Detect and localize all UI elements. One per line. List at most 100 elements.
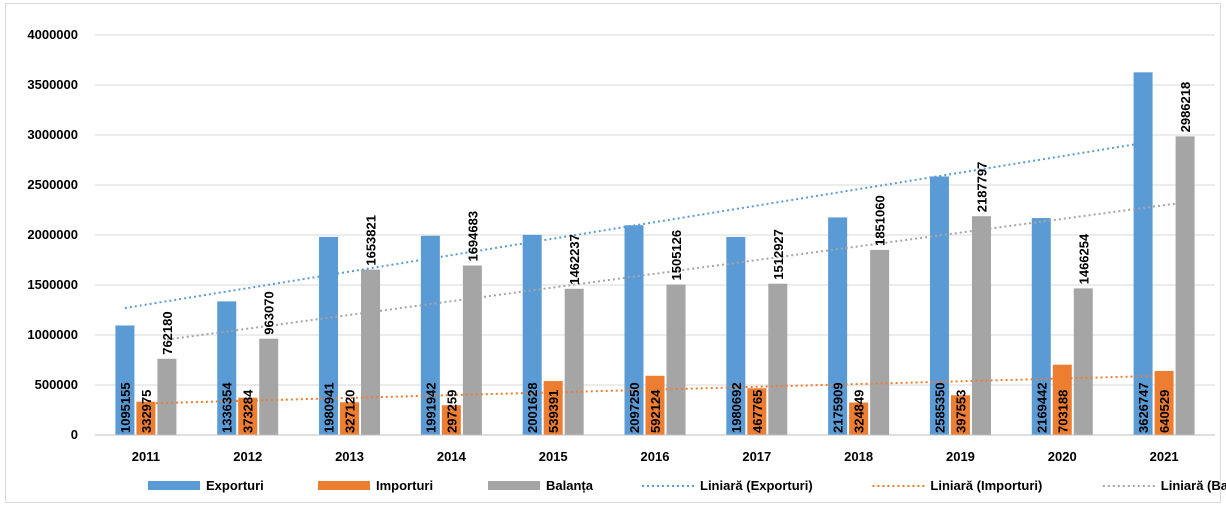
data-label-exporturi: 3626747: [1136, 382, 1151, 433]
x-tick-label: 2020: [1048, 449, 1077, 464]
data-label-balanța: 1505126: [669, 230, 684, 281]
data-label-balanța: 2187797: [974, 162, 989, 213]
data-label-balanța: 762180: [160, 311, 175, 354]
y-tick-label: 1000000: [27, 327, 78, 342]
data-label-importuri: 703188: [1055, 390, 1070, 433]
y-axis: 0 500000 1000000 1500000 2000000 2500000 30000…: [27, 27, 78, 442]
data-label-exporturi: 1980692: [729, 382, 744, 433]
data-label-balanța: 963070: [262, 291, 277, 334]
legend-label: Importuri: [376, 478, 433, 493]
data-label-balanța: 1466254: [1076, 233, 1091, 284]
x-tick-label: 2021: [1150, 449, 1179, 464]
x-axis: 2011 2012 2013 2014 2015 2016 2017 2018 2019 2020…: [95, 434, 1215, 464]
bar-balanța: [870, 249, 890, 435]
bar-exporturi: [1031, 218, 1051, 435]
y-tick-label: 3000000: [27, 127, 78, 142]
trendline-exporturi: [124, 142, 1144, 310]
bar-importuri: [747, 388, 767, 435]
bar-balanța: [564, 288, 584, 435]
bar-importuri: [849, 402, 869, 435]
data-label-importuri: 324849: [852, 390, 867, 433]
bar-exporturi: [1133, 72, 1153, 435]
bar-importuri: [543, 381, 563, 435]
data-label-importuri: 467765: [750, 390, 765, 433]
x-tick-label: 2018: [844, 449, 873, 464]
bar-balanța: [768, 283, 788, 435]
data-label-importuri: 373284: [241, 389, 256, 433]
data-label-exporturi: 1980941: [322, 382, 337, 433]
data-label-balanța: 2986218: [1178, 82, 1193, 133]
bar-balanța: [1073, 288, 1093, 435]
bar-balanța: [157, 358, 177, 435]
bar-importuri: [1052, 364, 1072, 435]
legend-swatch-importuri: [318, 481, 370, 490]
bar-exporturi: [929, 176, 949, 435]
bar-balanța: [1175, 136, 1195, 435]
bar-exporturi: [726, 236, 746, 435]
x-tick-label: 2013: [335, 449, 364, 464]
bar-importuri: [1154, 370, 1174, 435]
bar-balanța: [259, 338, 279, 435]
legend: Exporturi Importuri Balanța Liniară (Export…: [148, 478, 1226, 493]
legend-label: Liniară (Balanța): [1161, 478, 1226, 493]
y-tick-label: 4000000: [27, 27, 78, 42]
bar-exporturi: [115, 325, 135, 435]
x-tick-label: 2017: [742, 449, 771, 464]
data-label-importuri: 327120: [343, 390, 358, 433]
bar-balanța: [971, 216, 991, 435]
y-tick-label: 2000000: [27, 227, 78, 242]
legend-label: Liniară (Exporturi): [700, 478, 813, 493]
data-label-importuri: 539391: [546, 390, 561, 433]
bar-importuri: [441, 405, 461, 435]
data-label-exporturi: 1095155: [118, 382, 133, 433]
data-label-exporturi: 2001628: [525, 382, 540, 433]
bar-importuri: [950, 395, 970, 435]
data-label-importuri: 297259: [444, 390, 459, 433]
data-label-exporturi: 1991942: [423, 382, 438, 433]
data-label-balanța: 1851060: [873, 195, 888, 246]
data-label-importuri: 592124: [648, 389, 663, 433]
data-label-importuri: 332975: [139, 390, 154, 433]
x-tick-label: 2014: [437, 449, 467, 464]
data-label-exporturi: 2175909: [831, 382, 846, 433]
bar-exporturi: [319, 236, 339, 435]
y-tick-label: 3500000: [27, 77, 78, 92]
legend-label: Balanța: [546, 478, 594, 493]
x-tick-label: 2011: [132, 449, 160, 464]
data-label-importuri: 397553: [953, 390, 968, 433]
bar-balanța: [361, 269, 381, 435]
data-label-balanța: 1462237: [567, 234, 582, 285]
bar-exporturi: [522, 234, 542, 435]
bar-exporturi: [420, 235, 440, 435]
data-label-balanța: 1512927: [771, 229, 786, 280]
legend-swatch-exporturi: [148, 481, 200, 490]
legend-label: Exporturi: [206, 478, 264, 493]
y-tick-label: 2500000: [27, 177, 78, 192]
trendline-balanța: [166, 201, 1186, 341]
data-label-exporturi: 2169442: [1034, 382, 1049, 433]
data-label-exporturi: 1336354: [220, 382, 235, 433]
bars: [115, 72, 1195, 435]
x-tick-label: 2015: [539, 449, 568, 464]
data-label-balanța: 1653821: [364, 215, 379, 266]
bar-exporturi: [828, 217, 848, 435]
bar-importuri: [136, 401, 156, 435]
bar-balanța: [666, 284, 686, 435]
bar-importuri: [238, 397, 258, 435]
bar-importuri: [645, 375, 665, 435]
x-tick-label: 2019: [946, 449, 975, 464]
data-label-importuri: 640529: [1157, 390, 1172, 433]
legend-label: Liniară (Importuri): [930, 478, 1042, 493]
trendlines: [124, 142, 1186, 405]
data-labels: 1095155 1336354 1980941 1991942 2001628 20972…: [118, 82, 1193, 433]
y-tick-label: 0: [71, 427, 78, 442]
data-label-exporturi: 2585350: [932, 382, 947, 433]
chart-frame: [5, 3, 1221, 503]
bar-importuri: [340, 402, 360, 435]
legend-swatch-balanța: [488, 481, 540, 490]
y-tick-label: 500000: [35, 377, 78, 392]
x-tick-label: 2012: [233, 449, 262, 464]
y-tick-label: 1500000: [27, 277, 78, 292]
data-label-exporturi: 2097250: [627, 382, 642, 433]
